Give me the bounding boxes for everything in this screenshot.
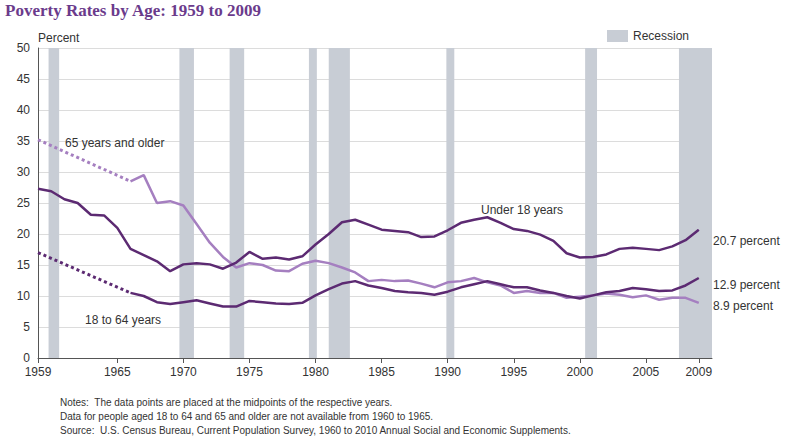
svg-text:Notes: The data points are pl: Notes: The data points are placed at the… [60,397,392,408]
svg-text:Poverty Rates by Age: 1959 to: Poverty Rates by Age: 1959 to 2009 [5,1,261,20]
svg-text:1990: 1990 [434,365,461,379]
svg-text:Under 18 years: Under 18 years [481,203,563,217]
svg-text:40: 40 [17,103,31,117]
svg-text:0: 0 [23,351,30,365]
svg-text:1975: 1975 [236,365,263,379]
svg-text:2005: 2005 [633,365,660,379]
svg-text:1985: 1985 [368,365,395,379]
svg-text:Data for people aged 18 to 64: Data for people aged 18 to 64 and 65 and… [60,411,433,422]
svg-text:1980: 1980 [302,365,329,379]
svg-text:1970: 1970 [170,365,197,379]
svg-text:20.7 percent: 20.7 percent [713,234,780,248]
svg-text:65 years and older: 65 years and older [65,136,164,150]
svg-text:Source: U.S. Census Bureau, C: Source: U.S. Census Bureau, Current Popu… [60,425,571,436]
svg-text:1965: 1965 [104,365,131,379]
svg-text:12.9 percent: 12.9 percent [713,278,780,292]
svg-text:1995: 1995 [500,365,527,379]
svg-text:Recession: Recession [633,29,689,43]
svg-text:45: 45 [17,72,31,86]
svg-text:Percent: Percent [38,31,80,45]
svg-text:35: 35 [17,134,31,148]
svg-text:8.9 percent: 8.9 percent [713,299,774,313]
svg-text:2000: 2000 [566,365,593,379]
svg-text:50: 50 [17,41,31,55]
svg-text:15: 15 [17,258,31,272]
svg-text:30: 30 [17,165,31,179]
svg-text:5: 5 [23,320,30,334]
svg-text:1959: 1959 [25,365,52,379]
svg-text:18 to 64 years: 18 to 64 years [85,313,161,327]
svg-text:25: 25 [17,196,31,210]
svg-text:10: 10 [17,289,31,303]
svg-text:2009: 2009 [685,365,712,379]
svg-text:20: 20 [17,227,31,241]
